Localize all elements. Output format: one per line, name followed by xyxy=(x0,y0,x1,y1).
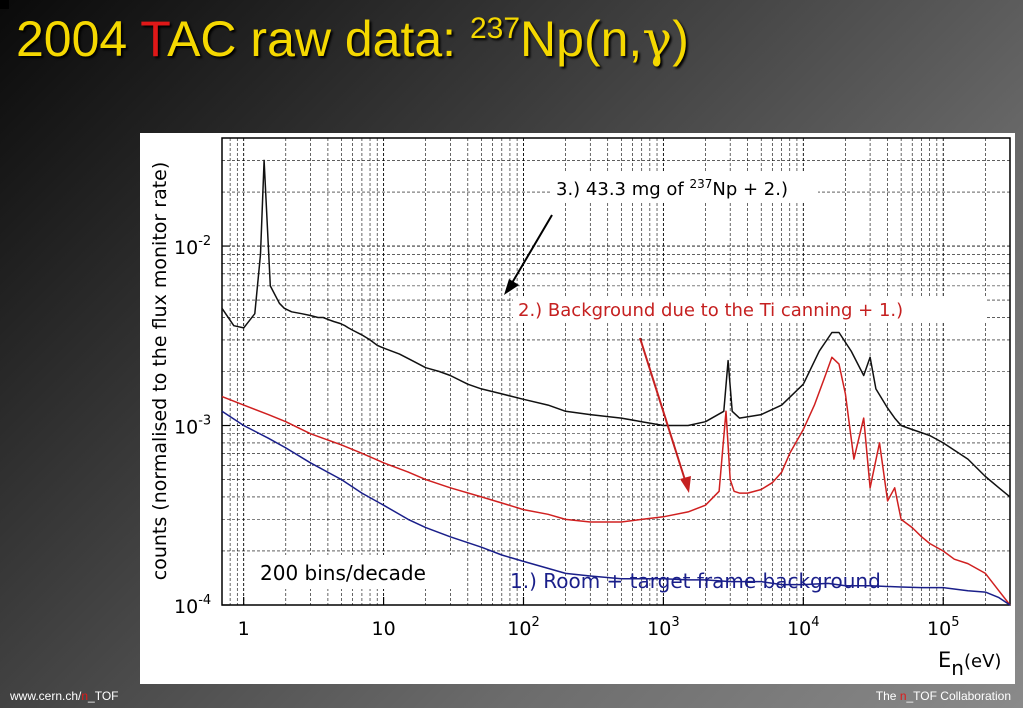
y-tick-label: 10-2 xyxy=(174,234,211,259)
y-tick-label-exp: -3 xyxy=(198,414,211,429)
series-line-ti-background xyxy=(221,356,1011,606)
footer-collaboration: The n_TOF Collaboration xyxy=(876,689,1011,703)
y-tick-label: 10-4 xyxy=(174,593,211,618)
sample-arrow-head xyxy=(504,279,519,295)
footer-collab-suffix: _TOF Collaboration xyxy=(906,689,1012,703)
x-tick-label: 10 xyxy=(371,618,395,640)
series-group xyxy=(221,159,1011,606)
x-axis-label-sub: n xyxy=(951,656,964,680)
x-tick-label-exp: 2 xyxy=(531,615,539,630)
x-axis-label: En(eV) xyxy=(938,648,1001,680)
title-gamma: γ xyxy=(642,10,673,68)
x-tick-label-base: 10 xyxy=(927,618,951,640)
footer-url-suffix: _TOF xyxy=(88,689,119,703)
sample-arrow-shaft xyxy=(511,214,553,284)
grid xyxy=(221,137,1011,606)
sample-label-box xyxy=(550,173,818,201)
x-tick-label: 1 xyxy=(238,618,250,640)
series-line-room-background xyxy=(221,410,1011,606)
page-title: 2004 TAC raw data: 237Np(n,γ) xyxy=(16,11,689,67)
corner-mark xyxy=(0,0,9,9)
ti-arrow-shaft xyxy=(639,337,686,481)
x-tick-label-base: 10 xyxy=(371,618,395,640)
title-close: ) xyxy=(672,11,689,67)
ti-arrow-head xyxy=(680,476,691,493)
sample-annotation-pre: 3.) 43.3 mg of xyxy=(556,179,689,200)
footer-collab-n: n xyxy=(899,689,907,703)
series-line-sample xyxy=(221,159,1011,498)
sample-annotation-post: Np + 2.) xyxy=(712,179,788,200)
x-tick-label-base: 10 xyxy=(507,618,531,640)
x-tick-label: 102 xyxy=(507,615,539,640)
y-tick-label-base: 10 xyxy=(174,417,198,439)
x-tick-label-base: 1 xyxy=(238,618,250,640)
title-isotope-mass: 237 xyxy=(469,12,521,45)
bins-annotation: 200 bins/decade xyxy=(260,561,426,585)
footer-url-n: n xyxy=(81,689,89,703)
footer-collab-prefix: The xyxy=(875,689,900,703)
footer-url-prefix: www.cern.ch/ xyxy=(10,689,82,703)
y-tick-label-exp: -4 xyxy=(198,593,211,608)
x-tick-label: 104 xyxy=(787,615,819,640)
sample-annotation-sup: 237 xyxy=(689,177,712,191)
x-tick-label-base: 10 xyxy=(647,618,671,640)
title-isotope: Np(n, xyxy=(520,11,643,67)
bins-label-box xyxy=(253,555,466,589)
plot-frame xyxy=(221,137,1011,606)
title-year: 2004 xyxy=(16,11,141,67)
y-tick-label-base: 10 xyxy=(174,237,198,259)
ti-annotation: 2.) Background due to the Ti canning + 1… xyxy=(518,300,903,321)
y-tick-label: 10-3 xyxy=(174,414,211,439)
y-tick-label-exp: -2 xyxy=(198,234,211,249)
sample-annotation: 3.) 43.3 mg of 237Np + 2.) xyxy=(556,177,788,200)
room-annotation: 1.) Room + target frame background xyxy=(510,569,881,593)
x-tick-label-exp: 3 xyxy=(671,615,679,630)
x-tick-label-exp: 4 xyxy=(811,615,819,630)
footer-url: www.cern.ch/n_TOF xyxy=(10,689,119,703)
title-rest: AC raw data: xyxy=(167,11,470,67)
x-tick-label-base: 10 xyxy=(787,618,811,640)
x-axis-label-main: E xyxy=(938,648,951,672)
ti-label-box xyxy=(513,296,987,322)
plot-panel: 1 10 102 103 104 105 10-4 10-3 10-2 counts (norm… xyxy=(140,133,1015,684)
title-red-letter: T xyxy=(140,11,168,67)
y-tick-label-base: 10 xyxy=(174,596,198,618)
x-tick-label: 103 xyxy=(647,615,679,640)
y-axis-label: counts (normalised to the flux monitor r… xyxy=(149,162,171,581)
x-axis-label-unit: (eV) xyxy=(964,651,1001,672)
x-tick-label-exp: 5 xyxy=(951,615,959,630)
x-tick-label: 105 xyxy=(927,615,959,640)
